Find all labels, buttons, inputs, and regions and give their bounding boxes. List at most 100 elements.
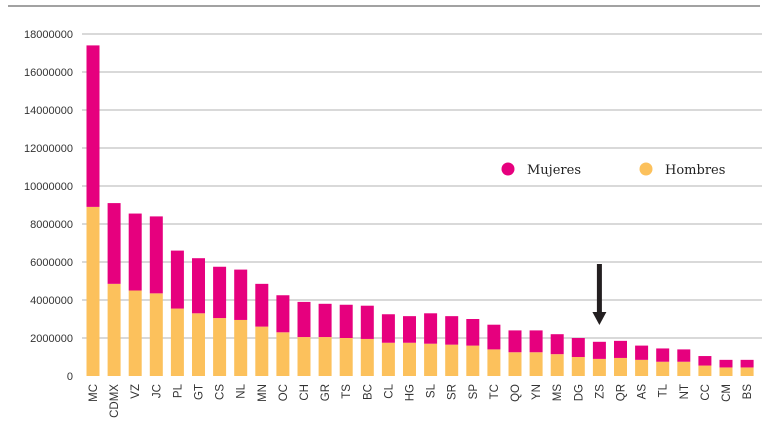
bar-mujeres-bc	[360, 305, 374, 339]
x-tick-label: BC	[362, 384, 374, 400]
bar-mujeres-sp	[466, 319, 480, 346]
bar-hombres-cs	[213, 318, 227, 376]
bar-hombres-tc	[487, 349, 501, 376]
bar-mujeres-bs	[740, 359, 754, 368]
bar-mujeres-gr	[318, 303, 332, 338]
y-tick-label: 0	[67, 371, 73, 383]
bar-mujeres-gt	[192, 258, 205, 314]
bar-mujeres-nl	[234, 269, 248, 320]
x-tick-label: CS	[215, 384, 227, 400]
x-tick-label: VZ	[130, 384, 142, 399]
bar-hombres-hg	[403, 342, 416, 376]
x-tick-label: MC	[88, 384, 100, 402]
bars	[86, 45, 754, 376]
bar-hombres-cdmx	[107, 283, 121, 376]
bar-mujeres-ch	[297, 301, 311, 338]
bar-hombres-gr	[318, 337, 332, 376]
bar-hombres-nl	[234, 319, 248, 376]
bar-hombres-gt	[192, 313, 205, 376]
bar-mujeres-qo	[508, 330, 522, 353]
y-tick-label: 16000000	[24, 67, 73, 79]
bar-mujeres-nt	[677, 349, 691, 362]
x-tick-label: TS	[341, 384, 353, 399]
bar-hombres-ts	[339, 338, 353, 376]
y-tick-label: 14000000	[24, 105, 73, 117]
bar-mujeres-sl	[424, 313, 438, 344]
bar-mujeres-vz	[128, 213, 142, 291]
x-tick-label: ZS	[594, 384, 606, 399]
x-axis-ticks: MC CDMX VZ JC PL GT CS NL MN OC CH GR TS BC CL HG SL SR SP…	[88, 383, 754, 417]
y-axis-ticks: 0 2000000 4000000 6000000 8000000 10000000 120…	[24, 29, 73, 383]
bar-mujeres-tl	[656, 348, 670, 362]
x-tick-label: SP	[468, 384, 480, 400]
bar-hombres-vz	[128, 290, 142, 376]
bar-hombres-sp	[466, 345, 480, 376]
x-tick-label: MS	[552, 384, 564, 402]
y-tick-label: 4000000	[30, 295, 73, 307]
bar-hombres-ch	[297, 337, 311, 376]
x-tick-label: HG	[405, 384, 417, 401]
bar-hombres-yn	[529, 352, 543, 376]
bar-hombres-qr	[614, 357, 627, 376]
x-tick-label: AS	[637, 384, 649, 400]
bar-mujeres-yn	[529, 330, 543, 353]
bar-mujeres-mc	[86, 45, 100, 207]
bar-mujeres-cm	[719, 359, 733, 368]
bar-mujeres-qr	[614, 340, 627, 358]
bar-hombres-jc	[149, 293, 163, 376]
y-tick-label: 2000000	[30, 333, 73, 345]
x-tick-label: NT	[679, 384, 691, 399]
y-tick-label: 10000000	[24, 181, 73, 193]
bar-hombres-bc	[360, 338, 374, 376]
x-tick-label: PL	[172, 383, 184, 398]
x-tick-label: CM	[721, 384, 733, 402]
bar-hombres-cl	[381, 342, 395, 376]
bar-mujeres-as	[635, 345, 649, 360]
x-tick-label: GR	[320, 384, 332, 401]
x-tick-label: TL	[658, 383, 670, 397]
bar-hombres-mn	[255, 326, 269, 376]
bar-hombres-cc	[698, 365, 712, 376]
bar-mujeres-sr	[445, 316, 459, 345]
bar-mujeres-oc	[276, 295, 290, 333]
x-tick-label: SL	[426, 383, 438, 398]
bar-mujeres-dg	[571, 338, 585, 357]
gridlines	[82, 33, 762, 339]
bar-mujeres-pl	[170, 250, 184, 309]
bar-mujeres-cc	[698, 356, 712, 366]
bar-mujeres-ts	[339, 304, 353, 338]
bar-hombres-oc	[276, 332, 290, 376]
x-tick-label: TC	[489, 384, 501, 399]
bar-hombres-zs	[592, 358, 606, 376]
x-tick-label: QO	[510, 384, 522, 402]
bar-hombres-mc	[86, 206, 100, 376]
bar-mujeres-jc	[149, 216, 163, 294]
legend-swatch-mujeres	[501, 162, 515, 176]
bar-mujeres-hg	[403, 316, 416, 343]
y-tick-label: 8000000	[30, 219, 73, 231]
bar-hombres-as	[635, 359, 649, 376]
bar-hombres-nt	[677, 361, 691, 376]
bar-mujeres-mn	[255, 283, 269, 327]
legend: Mujeres Hombres	[501, 162, 725, 178]
x-tick-label: BS	[742, 384, 754, 400]
bar-hombres-sl	[424, 343, 438, 376]
x-tick-label: OC	[278, 384, 290, 401]
bar-mujeres-tc	[487, 324, 501, 350]
bar-hombres-ms	[550, 354, 564, 376]
x-tick-label: MN	[257, 384, 269, 402]
legend-label-hombres: Hombres	[665, 163, 725, 178]
arrow-shaft	[596, 264, 602, 314]
bar-hombres-pl	[170, 308, 184, 376]
bar-mujeres-cl	[381, 314, 395, 343]
x-tick-label: QR	[616, 384, 628, 401]
bar-mujeres-ms	[550, 334, 564, 355]
bar-hombres-dg	[571, 357, 585, 376]
x-tick-label: CL	[383, 383, 395, 398]
legend-label-mujeres: Mujeres	[527, 163, 581, 178]
x-tick-label: GT	[194, 384, 206, 400]
legend-swatch-hombres	[639, 162, 653, 176]
bar-mujeres-cs	[213, 266, 227, 319]
